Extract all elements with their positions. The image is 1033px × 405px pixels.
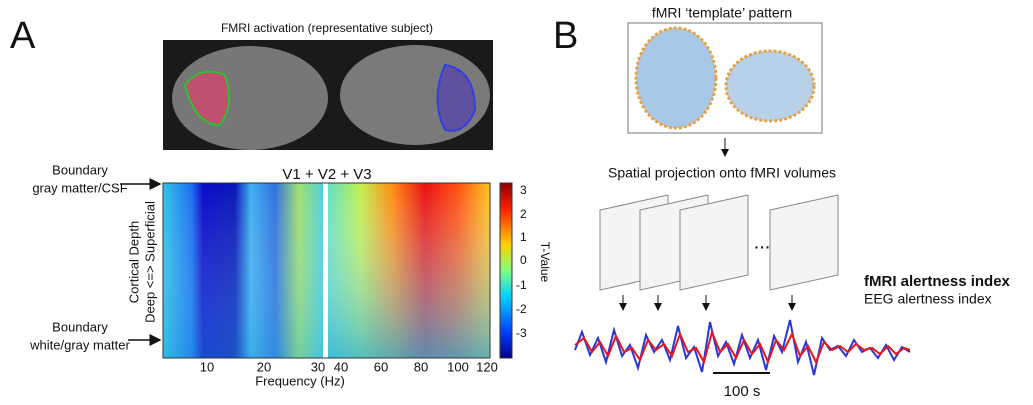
fmri-title: FMRI activation (representative subject) xyxy=(221,21,433,35)
x-tick-label: 120 xyxy=(476,359,498,374)
colorbar-label: T-Value xyxy=(538,242,552,283)
colorbar-tick: 3 xyxy=(520,183,527,197)
colorbar-tick: -3 xyxy=(516,326,527,340)
colorbar-tick: 1 xyxy=(520,230,527,244)
panel-label: B xyxy=(553,15,578,57)
brain-image xyxy=(724,49,816,123)
heatmap xyxy=(328,183,490,358)
ellipsis: ... xyxy=(754,231,771,253)
legend-entry: EEG alertness index xyxy=(864,291,992,307)
colorbar-tick: -2 xyxy=(516,302,527,316)
fmri-trace xyxy=(574,328,911,365)
x-tick-label: 80 xyxy=(414,359,428,374)
volume xyxy=(679,194,749,291)
activation xyxy=(436,63,477,132)
volume xyxy=(769,194,839,291)
x-tick-label: 20 xyxy=(257,359,271,374)
colorbar-tick: 2 xyxy=(520,207,527,221)
boundary-label: Boundary xyxy=(52,319,108,334)
boundary-label: Boundary xyxy=(52,162,108,177)
panel-label: A xyxy=(10,15,36,57)
colorbar-tick: -1 xyxy=(516,278,527,292)
y-axis-label: Deep <=> Superficial xyxy=(142,201,157,323)
activation xyxy=(183,70,230,127)
x-axis-label: Frequency (Hz) xyxy=(255,373,345,388)
template-title: fMRI ‘template’ pattern xyxy=(652,5,792,21)
colorbar xyxy=(499,182,513,359)
heatmap-title: V1 + V2 + V3 xyxy=(282,166,371,183)
y-axis-label: Cortical Depth xyxy=(126,221,141,303)
heatmap xyxy=(163,183,323,358)
brain-image xyxy=(634,26,718,130)
legend-entry: fMRI alertness index xyxy=(864,273,1011,290)
heatmap-frame xyxy=(162,182,491,359)
x-tick-label: 100 xyxy=(447,359,469,374)
colorbar-tick: 0 xyxy=(520,253,527,267)
boundary-label: white/gray matter xyxy=(29,337,130,352)
x-tick-label: 10 xyxy=(200,359,214,374)
projection-label: Spatial projection onto fMRI volumes xyxy=(608,165,836,181)
x-tick-label: 40 xyxy=(334,359,348,374)
boundary-label: gray matter/CSF xyxy=(32,180,127,195)
scale-bar-label: 100 s xyxy=(724,383,761,400)
eeg-trace xyxy=(574,319,911,376)
x-tick-label: 60 xyxy=(374,359,388,374)
x-tick-label: 30 xyxy=(311,359,325,374)
